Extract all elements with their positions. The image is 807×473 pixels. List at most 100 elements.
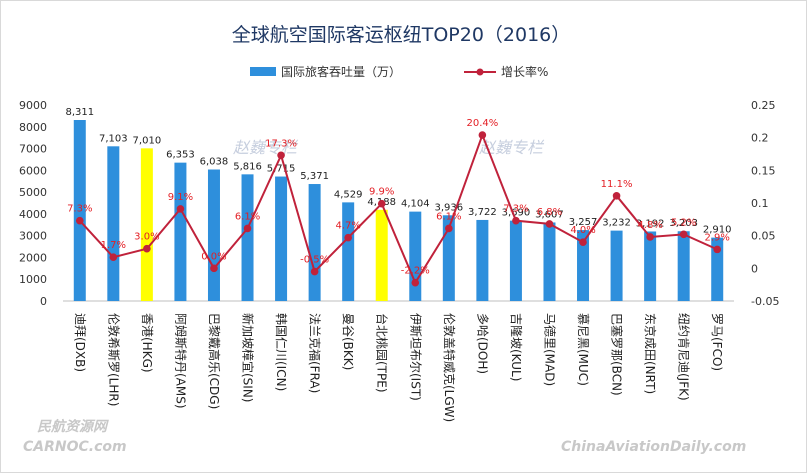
category-label: 巴塞罗那(BCN)	[610, 313, 625, 396]
y-right-tick-label: 0.1	[751, 197, 769, 210]
legend-line-label: 增长率%	[501, 64, 548, 79]
growth-rate-point	[646, 233, 654, 241]
y-right-tick-label: 0	[751, 262, 758, 275]
growth-rate-point	[512, 216, 520, 225]
category-label: 马德里(MAD)	[542, 313, 557, 386]
legend-bar-label: 国际旅客吞吐量（万）	[281, 64, 401, 79]
growth-rate-label: 7.3%	[503, 204, 528, 215]
bar	[409, 211, 422, 301]
legend-bar-swatch	[250, 67, 276, 76]
watermark-carnoc-cn: 民航资源网	[37, 418, 109, 435]
y-left-tick-label: 8000	[19, 121, 47, 134]
growth-rate-point	[109, 253, 118, 262]
growth-rate-label: 9.1%	[168, 192, 193, 203]
category-labels: 迪拜(DXB) 伦敦希斯罗(LHR) 香港(HKG) 阿姆斯特丹(AMS) 巴黎戴高乐(…	[73, 313, 724, 422]
bar	[644, 231, 657, 301]
bar-value-label: 5,816	[233, 161, 262, 172]
bar-value-label: 7,010	[133, 135, 162, 146]
bar-value-label: 2,910	[703, 225, 732, 236]
y-left-tick-label: 6000	[19, 164, 47, 177]
growth-rate-point	[377, 199, 386, 208]
growth-rate-point	[411, 278, 420, 287]
category-label: 伦敦盖特威克(LGW)	[442, 313, 457, 422]
category-label: 东京成田(NRT)	[643, 313, 657, 394]
category-label: 罗马(FCO)	[710, 313, 724, 371]
category-label: 法兰克福(FRA)	[308, 313, 323, 393]
category-label: 伊斯坦布尔(IST)	[408, 313, 423, 401]
y-left-tick-label: 2000	[19, 251, 47, 264]
bar-value-label: 7,103	[99, 133, 128, 144]
category-label: 迪拜(DXB)	[73, 313, 87, 372]
bar-value-label: 3,607	[535, 209, 564, 220]
growth-rate-point	[545, 220, 554, 228]
bar	[509, 220, 522, 301]
category-label: 巴黎戴高乐(CDG)	[207, 313, 222, 409]
bar	[543, 222, 556, 301]
growth-rate-point	[478, 131, 487, 139]
category-label: 纽约肯尼迪(JFK)	[677, 313, 692, 401]
y-left-tick-label: 0	[40, 295, 47, 308]
bar	[140, 148, 153, 301]
y-left-tick-label: 5000	[19, 186, 47, 199]
y-left-tick-label: 7000	[19, 143, 47, 156]
y-axis-left: 0 1000 2000 3000 4000 5000 6000 7000 8000 9000	[19, 99, 47, 308]
watermark-carnoc: CARNOC.com	[23, 439, 127, 455]
y-left-tick-label: 4000	[19, 208, 47, 221]
category-label: 香港(HKG)	[140, 313, 154, 373]
category-label: 新加坡樟宜(SIN)	[241, 313, 256, 403]
bar-value-label: 4,529	[334, 189, 363, 200]
growth-rate-label: 17.3%	[265, 138, 297, 149]
growth-rate-point	[612, 192, 621, 200]
growth-rate-point	[344, 233, 352, 242]
chart-title: 全球航空国际客运枢纽TOP20（2016）	[232, 24, 571, 46]
bar	[442, 215, 455, 301]
y-right-tick-label: 0.15	[751, 164, 776, 177]
growth-rate-point	[243, 224, 252, 233]
growth-rate-label: 20.4%	[466, 118, 498, 129]
growth-rate-label: -2.2%	[401, 266, 430, 277]
bar-value-label: 3,232	[602, 218, 631, 229]
bar	[275, 176, 288, 301]
bar-value-label: 8,311	[65, 107, 94, 118]
category-label: 曼谷(BKK)	[341, 313, 355, 370]
growth-rate-labels: 7.3% 1.7% 3.0% 9.1% 0.0% 6.1% 17.3% -0.5% 4.7% 9.…	[67, 118, 730, 277]
bar-value-label: 5,371	[300, 171, 329, 182]
growth-rate-label: 5.2%	[671, 217, 696, 228]
growth-rate-point	[210, 264, 218, 273]
growth-rate-label: 6.1%	[436, 211, 461, 222]
bar-value-label: 6,353	[166, 150, 195, 161]
growth-rate-label: 9.9%	[369, 187, 394, 198]
bar-value-label: 3,203	[669, 218, 698, 229]
growth-rate-label: 4.0%	[570, 225, 595, 236]
bar-series	[63, 120, 734, 302]
growth-rate-label: 1.7%	[101, 240, 126, 251]
growth-rate-label: 3.0%	[134, 232, 159, 243]
bar	[241, 174, 254, 301]
category-label: 慕尼黑(MUC)	[576, 313, 590, 386]
growth-rate-label: 7.3%	[67, 204, 92, 215]
bar-value-label: 4,104	[401, 199, 430, 210]
bar-value-label: 3,936	[435, 202, 464, 213]
growth-rate-series	[75, 131, 722, 287]
category-label: 伦敦希斯罗(LHR)	[106, 313, 121, 406]
growth-rate-point	[713, 245, 722, 254]
growth-rate-label: 0.0%	[201, 251, 226, 262]
y-left-tick-label: 3000	[19, 230, 47, 243]
growth-rate-point	[310, 267, 319, 276]
bar	[476, 219, 489, 301]
bar	[375, 209, 388, 301]
growth-rate-label: 11.1%	[601, 179, 633, 190]
growth-rate-point	[277, 151, 285, 160]
watermark-chinaaviationdaily: ChinaAviationDaily.com	[561, 439, 746, 455]
growth-rate-label: 6.1%	[235, 211, 260, 222]
bar	[711, 237, 724, 301]
y-left-tick-label: 9000	[19, 99, 47, 112]
y-right-tick-label: 0.05	[751, 230, 776, 243]
bar-value-label: 3,690	[502, 208, 531, 219]
category-label: 吉隆坡(KUL)	[509, 313, 524, 381]
y-axis-right: -0.05 0 0.05 0.1 0.15 0.2 0.25	[751, 99, 779, 308]
growth-rate-label: 2.9%	[705, 232, 730, 243]
bar-value-label: 3,192	[636, 218, 665, 229]
